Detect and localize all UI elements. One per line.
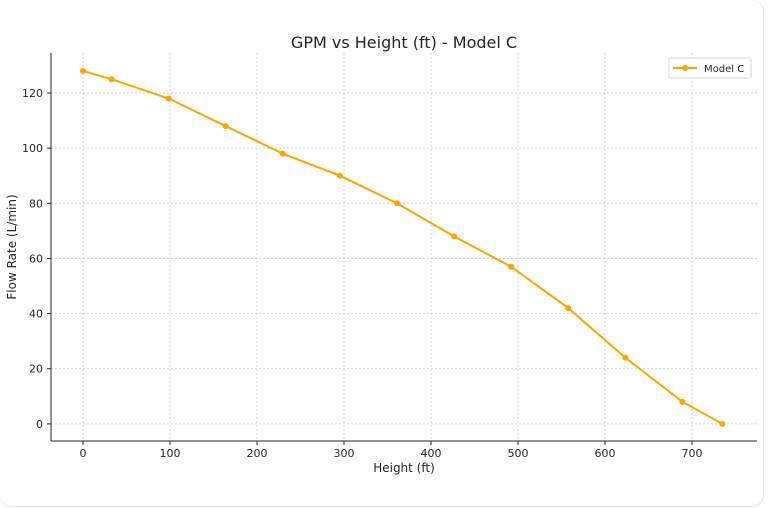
data-point <box>679 398 686 405</box>
x-tick-label: 100 <box>160 447 181 460</box>
data-point <box>108 76 115 83</box>
data-point <box>508 263 515 270</box>
x-tick-label: 200 <box>247 447 268 460</box>
y-tick-label: 0 <box>36 418 43 431</box>
series <box>80 67 726 427</box>
y-axis-label: Flow Rate (L/min) <box>5 194 19 299</box>
data-point <box>565 305 572 312</box>
x-axis-label: Height (ft) <box>373 461 435 475</box>
y-tick-label: 80 <box>29 197 43 210</box>
x-tick-label: 300 <box>334 447 355 460</box>
data-point <box>336 172 343 179</box>
data-point <box>451 233 458 240</box>
legend-marker <box>682 65 688 71</box>
x-tick-label: 500 <box>508 447 529 460</box>
grid <box>51 53 757 441</box>
y-tick-label: 20 <box>29 363 43 376</box>
tick-labels: 0 100 200 300 400 500 600 700 0 20 40 60 80 100 120 <box>22 87 703 460</box>
axes <box>47 53 757 445</box>
y-tick-label: 40 <box>29 308 43 321</box>
x-tick-label: 600 <box>595 447 616 460</box>
legend-box <box>668 57 752 79</box>
y-tick-label: 100 <box>22 142 43 155</box>
x-tick-label: 0 <box>80 447 87 460</box>
x-tick-label: 700 <box>682 447 703 460</box>
data-point <box>622 354 629 361</box>
data-point <box>393 200 400 207</box>
data-point <box>80 67 87 74</box>
y-tick-label: 60 <box>29 252 43 265</box>
legend[interactable]: Model C <box>668 57 752 79</box>
legend-label: Model C <box>704 64 744 75</box>
x-tick-label: 400 <box>421 447 442 460</box>
data-point <box>165 95 172 102</box>
data-point <box>719 420 726 427</box>
data-point <box>222 123 229 130</box>
chart-title: GPM vs Height (ft) - Model C <box>291 33 517 52</box>
y-tick-label: 120 <box>22 87 43 100</box>
series-line <box>82 69 723 425</box>
data-point <box>279 150 286 157</box>
